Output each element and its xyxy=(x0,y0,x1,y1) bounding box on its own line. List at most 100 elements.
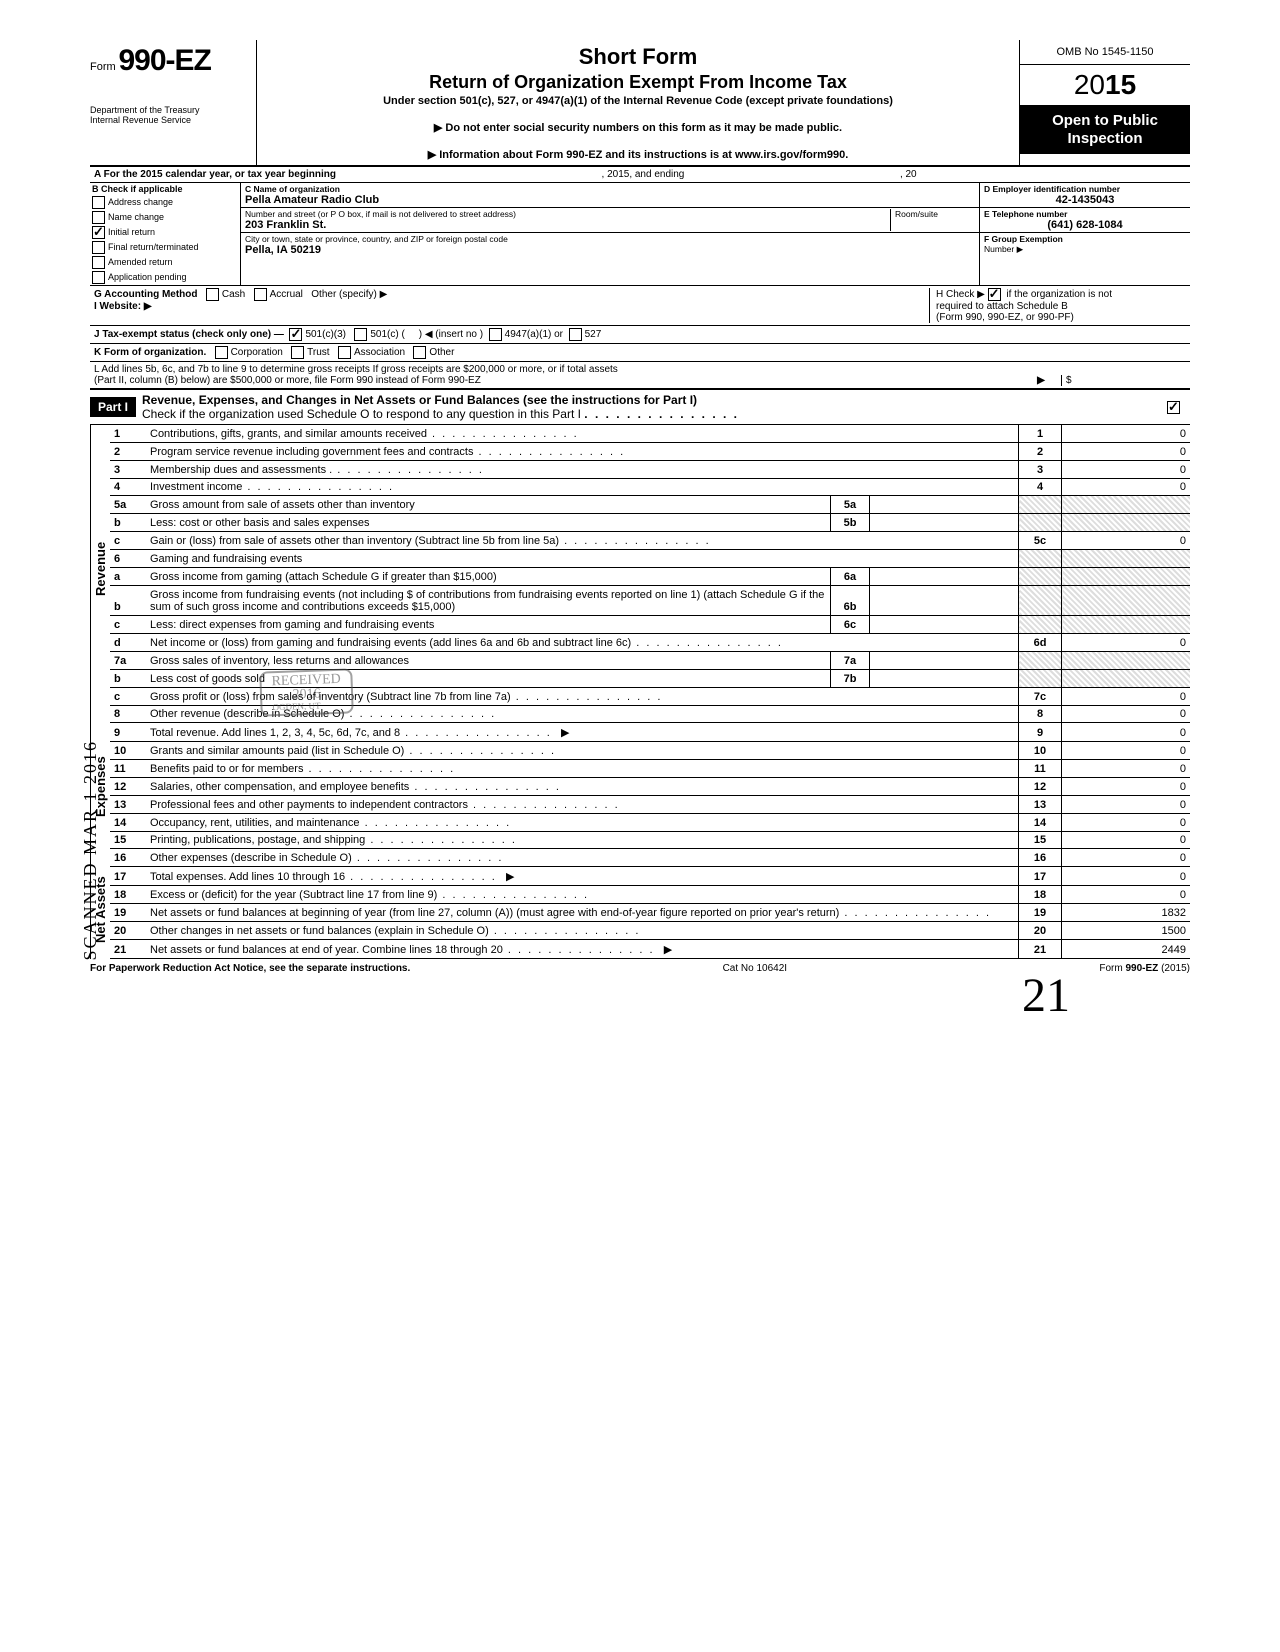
shade-cell xyxy=(1062,651,1191,669)
inner-box-n: 6a xyxy=(831,567,870,585)
b-checkbox[interactable] xyxy=(92,241,105,254)
dept-line2: Internal Revenue Service xyxy=(90,116,250,126)
b-checkbox[interactable] xyxy=(92,256,105,269)
j-insert: ) ◀ (insert no ) xyxy=(419,329,483,340)
line-box-n: 10 xyxy=(1019,742,1062,760)
l-line2: (Part II, column (B) below) are $500,000… xyxy=(94,375,1021,386)
line-row: 7aGross sales of inventory, less returns… xyxy=(110,651,1190,669)
part1-checkbox[interactable] xyxy=(1167,401,1180,414)
side-netassets: Net Assets xyxy=(90,861,110,959)
j-4947-checkbox[interactable] xyxy=(489,328,502,341)
shade-cell xyxy=(1062,585,1191,615)
b-checkbox[interactable] xyxy=(92,226,105,239)
line-desc: Less: direct expenses from gaming and fu… xyxy=(146,616,831,634)
g-accrual: Accrual xyxy=(270,289,303,300)
k-other-checkbox[interactable] xyxy=(413,346,426,359)
line-num: 7a xyxy=(110,651,146,669)
line-box-n: 7c xyxy=(1019,687,1062,705)
f-sub: Number ▶ xyxy=(984,244,1186,255)
header-right: OMB No 1545-1150 2015 Open to Public Ins… xyxy=(1019,40,1190,165)
line-row: 20Other changes in net assets or fund ba… xyxy=(110,921,1190,939)
j-501c3-checkbox[interactable] xyxy=(289,328,302,341)
accrual-checkbox[interactable] xyxy=(254,288,267,301)
line-num: 20 xyxy=(110,921,146,939)
line-num: 3 xyxy=(110,460,146,478)
line-a-mid: , 2015, and ending xyxy=(602,169,685,180)
inner-box-v xyxy=(870,567,1019,585)
ein: 42-1435043 xyxy=(984,194,1186,206)
line-desc: Net income or (loss) from gaming and fun… xyxy=(146,634,1019,652)
line-box-n: 12 xyxy=(1019,778,1062,796)
line-box-v: 0 xyxy=(1062,813,1191,831)
l-line1: L Add lines 5b, 6c, and 7b to line 9 to … xyxy=(94,364,1186,375)
line-g: G Accounting Method Cash Accrual Other (… xyxy=(90,286,1190,326)
title-info: ▶ Information about Form 990-EZ and its … xyxy=(265,148,1011,161)
line-desc: Occupancy, rent, utilities, and maintena… xyxy=(146,813,1019,831)
line-desc: Grants and similar amounts paid (list in… xyxy=(146,742,1019,760)
j-501c: 501(c) ( xyxy=(370,329,404,340)
tax-year: 2015 xyxy=(1020,65,1190,106)
line-box-v: 0 xyxy=(1062,634,1191,652)
line-desc: Gross profit or (loss) from sales of inv… xyxy=(146,687,1019,705)
line-num: c xyxy=(110,532,146,550)
i-label: I Website: ▶ xyxy=(94,301,152,312)
cash-checkbox[interactable] xyxy=(206,288,219,301)
j-501c-checkbox[interactable] xyxy=(354,328,367,341)
line-desc: Less: cost or other basis and sales expe… xyxy=(146,514,831,532)
line-box-v: 0 xyxy=(1062,478,1191,496)
g-other: Other (specify) ▶ xyxy=(311,289,387,300)
line-desc: Benefits paid to or for members xyxy=(146,760,1019,778)
inner-box-n: 7b xyxy=(831,669,870,687)
line-box-v: 0 xyxy=(1062,425,1191,442)
line-desc: Net assets or fund balances at end of ye… xyxy=(146,939,1019,958)
shade-cell xyxy=(1062,567,1191,585)
line-row: cGain or (loss) from sale of assets othe… xyxy=(110,532,1190,550)
inner-box-v xyxy=(870,651,1019,669)
city-header: City or town, state or province, country… xyxy=(245,234,975,244)
header-title: Short Form Return of Organization Exempt… xyxy=(257,40,1019,165)
k-corp: Corporation xyxy=(231,347,283,358)
k-trust-checkbox[interactable] xyxy=(291,346,304,359)
line-num: b xyxy=(110,585,146,615)
inner-box-v xyxy=(870,496,1019,514)
line-num: 8 xyxy=(110,705,146,723)
b-checkbox[interactable] xyxy=(92,196,105,209)
b-header: B Check if applicable xyxy=(90,183,240,195)
j-527: 527 xyxy=(585,329,602,340)
shade-cell xyxy=(1019,585,1062,615)
line-row: bLess: cost or other basis and sales exp… xyxy=(110,514,1190,532)
line-row: 5aGross amount from sale of assets other… xyxy=(110,496,1190,514)
line-num: 19 xyxy=(110,904,146,922)
line-desc: Contributions, gifts, grants, and simila… xyxy=(146,425,1019,442)
line-desc: Total revenue. Add lines 1, 2, 3, 4, 5c,… xyxy=(146,723,1019,742)
h-checkbox[interactable] xyxy=(988,288,1001,301)
side-expenses: Expenses xyxy=(90,713,110,861)
line-desc: Investment income xyxy=(146,478,1019,496)
line-row: 12Salaries, other compensation, and empl… xyxy=(110,778,1190,796)
line-box-v: 1832 xyxy=(1062,904,1191,922)
info-block: B Check if applicable Address change Name… xyxy=(90,183,1190,286)
k-assoc-checkbox[interactable] xyxy=(338,346,351,359)
line-row: 13Professional fees and other payments t… xyxy=(110,795,1190,813)
line-num: 9 xyxy=(110,723,146,742)
b-checkbox[interactable] xyxy=(92,211,105,224)
b-label: Name change xyxy=(108,212,164,222)
line-num: 21 xyxy=(110,939,146,958)
part1-tag: Part I xyxy=(90,397,136,417)
j-527-checkbox[interactable] xyxy=(569,328,582,341)
year-bold: 15 xyxy=(1105,69,1136,100)
inner-box-n: 5a xyxy=(831,496,870,514)
b-checkbox[interactable] xyxy=(92,271,105,284)
line-box-v: 1500 xyxy=(1062,921,1191,939)
lines-table: 1Contributions, gifts, grants, and simil… xyxy=(110,425,1190,959)
line-box-v: 0 xyxy=(1062,460,1191,478)
inner-box-v xyxy=(870,669,1019,687)
line-box-v: 0 xyxy=(1062,742,1191,760)
k-corp-checkbox[interactable] xyxy=(215,346,228,359)
j-4947: 4947(a)(1) or xyxy=(505,329,563,340)
line-l: L Add lines 5b, 6c, and 7b to line 9 to … xyxy=(90,362,1190,389)
b-item: Application pending xyxy=(90,270,240,285)
b-item: Address change xyxy=(90,195,240,210)
line-h: H Check ▶ if the organization is not req… xyxy=(929,288,1186,323)
line-box-n: 4 xyxy=(1019,478,1062,496)
